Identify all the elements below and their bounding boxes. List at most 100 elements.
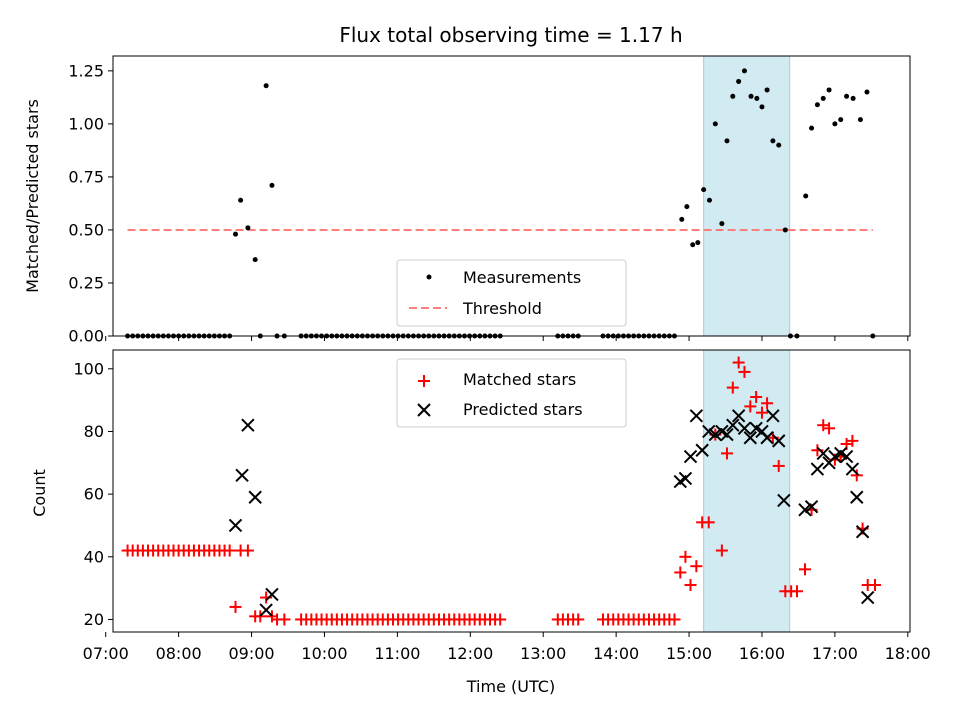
top-plot-panel: 0.00 0.25 0.50 0.75 1.00 1.25 Flux total obse… xyxy=(23,23,911,346)
x-tick-label: 14:00 xyxy=(593,644,639,663)
measurement-point xyxy=(263,83,269,89)
predicted-star-point xyxy=(777,493,791,508)
bottom-y-tick-label: 60 xyxy=(84,485,104,504)
x-axis-label: Time (UTC) xyxy=(466,677,555,696)
top-plot-frame xyxy=(112,55,911,337)
bottom-y-tick-label: 40 xyxy=(84,547,104,566)
matched-star-point xyxy=(790,585,803,598)
matched-star-point xyxy=(823,422,836,435)
matched-star-point xyxy=(702,516,715,529)
predicted-star-point xyxy=(265,587,279,602)
matched-star-point xyxy=(761,397,774,410)
measurement-point xyxy=(759,104,765,110)
measurement-point xyxy=(754,95,760,101)
matched-star-point xyxy=(572,613,585,626)
predicted-star-point xyxy=(259,603,273,617)
measurement-point xyxy=(712,121,718,127)
matched-star-point xyxy=(684,579,697,591)
matched-star-point xyxy=(846,434,859,447)
matched-star-point xyxy=(850,469,863,482)
predicted-star-point xyxy=(804,499,819,514)
predicted-star-point xyxy=(702,424,716,439)
bottom-shaded-span xyxy=(703,349,791,633)
predicted-star-point xyxy=(839,449,854,464)
matched-star-point xyxy=(679,550,692,563)
measurement-point xyxy=(252,257,258,263)
measurement-point xyxy=(838,117,844,123)
x-tick-label: 09:00 xyxy=(228,644,274,663)
predicted-star-point xyxy=(689,409,704,423)
measurement-point xyxy=(690,242,696,248)
predicted-star-point xyxy=(743,431,758,445)
x-tick-label: 08:00 xyxy=(156,644,202,663)
x-tick-label: 16:00 xyxy=(739,644,785,663)
measurement-point xyxy=(857,117,863,123)
top-y-tick-label: 0.75 xyxy=(68,167,104,186)
measurement-point xyxy=(706,197,712,203)
measurement-point xyxy=(238,197,244,203)
matched-star-point xyxy=(668,613,681,626)
predicted-star-point xyxy=(816,446,830,461)
predicted-star-point xyxy=(810,462,825,476)
predicted-star-point xyxy=(772,434,786,448)
measurement-point xyxy=(245,225,251,231)
x-tick-label: 10:00 xyxy=(301,644,347,663)
predicted-star-point xyxy=(720,427,734,442)
matched-star-point xyxy=(720,447,733,460)
predicted-star-point xyxy=(850,490,864,504)
top-y-tick-label: 1.25 xyxy=(68,61,104,80)
legend-label-threshold: Threshold xyxy=(462,299,542,318)
measurement-point xyxy=(741,68,747,74)
x-tick-label: 13:00 xyxy=(520,644,566,663)
matched-star-point xyxy=(732,356,745,369)
matched-star-point xyxy=(494,613,507,626)
measurement-point xyxy=(864,89,870,95)
legend-dot-marker xyxy=(426,274,432,280)
top-y-tick-label: 0.50 xyxy=(68,220,104,239)
bottom-plot-frame xyxy=(112,349,911,633)
predicted-star-point xyxy=(845,462,860,476)
measurement-point xyxy=(233,231,239,237)
legend-label-predicted: Predicted stars xyxy=(463,400,583,419)
x-tick-label: 15:00 xyxy=(666,644,712,663)
legend-plus-marker xyxy=(418,375,430,387)
top-x-axis-ticks xyxy=(105,336,909,341)
predicted-star-point xyxy=(235,468,249,483)
matched-star-point xyxy=(755,406,768,419)
bottom-y-axis-label: Count xyxy=(30,469,49,517)
matched-star-point xyxy=(868,579,881,591)
top-shaded-span xyxy=(703,55,791,337)
bottom-y-tick-label: 100 xyxy=(73,359,104,378)
matched-star-point xyxy=(278,613,291,626)
predicted-star-point xyxy=(731,409,746,423)
top-y-axis: 0.00 0.25 0.50 0.75 1.00 1.25 xyxy=(68,61,113,346)
legend-x-marker xyxy=(417,403,431,417)
measurement-point xyxy=(736,78,742,84)
predicted-star-point xyxy=(737,421,752,436)
matched-star-point xyxy=(241,544,254,557)
measurement-point xyxy=(844,93,850,99)
measurement-point xyxy=(776,142,782,148)
predicted-star-point xyxy=(760,431,774,445)
predicted-star-point xyxy=(241,418,255,432)
measurement-point xyxy=(695,240,701,246)
predicted-stars-series xyxy=(228,409,875,617)
measurement-point xyxy=(832,121,838,127)
top-y-tick-label: 0.25 xyxy=(68,273,104,292)
top-legend: Measurements Threshold xyxy=(396,259,627,327)
matched-star-point xyxy=(223,544,236,557)
x-tick-label: 11:00 xyxy=(374,644,420,663)
matched-star-point xyxy=(750,391,763,403)
matched-star-point xyxy=(798,563,811,576)
top-y-tick-label: 0.00 xyxy=(68,327,104,346)
measurement-point xyxy=(730,93,736,99)
x-tick-label: 12:00 xyxy=(447,644,493,663)
predicted-star-point xyxy=(695,443,709,457)
measurement-point xyxy=(684,204,690,210)
matched-star-point xyxy=(744,400,757,413)
matched-star-point xyxy=(690,560,703,573)
legend-label-matched: Matched stars xyxy=(463,370,576,389)
top-y-axis-label: Matched/Predicted stars xyxy=(23,99,42,293)
predicted-star-point xyxy=(798,503,812,517)
